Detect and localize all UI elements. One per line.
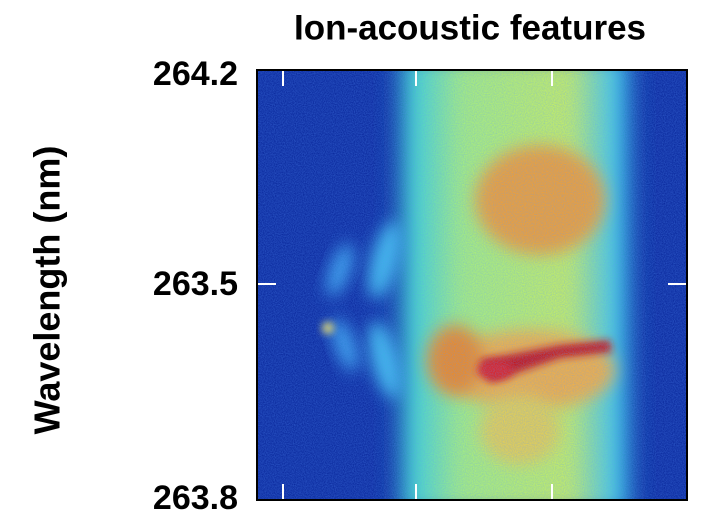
y-tick-label: 263.5 bbox=[153, 265, 238, 303]
heatmap-image bbox=[257, 60, 687, 510]
chart: Ion-acoustic features Wavelength (nm) 26… bbox=[0, 0, 726, 524]
y-tick-label: 263.8 bbox=[153, 479, 238, 517]
y-tick-label: 264.2 bbox=[153, 55, 238, 93]
chart-title: Ion-acoustic features bbox=[294, 8, 646, 47]
y-axis-label: Wavelength (nm) bbox=[27, 146, 68, 435]
